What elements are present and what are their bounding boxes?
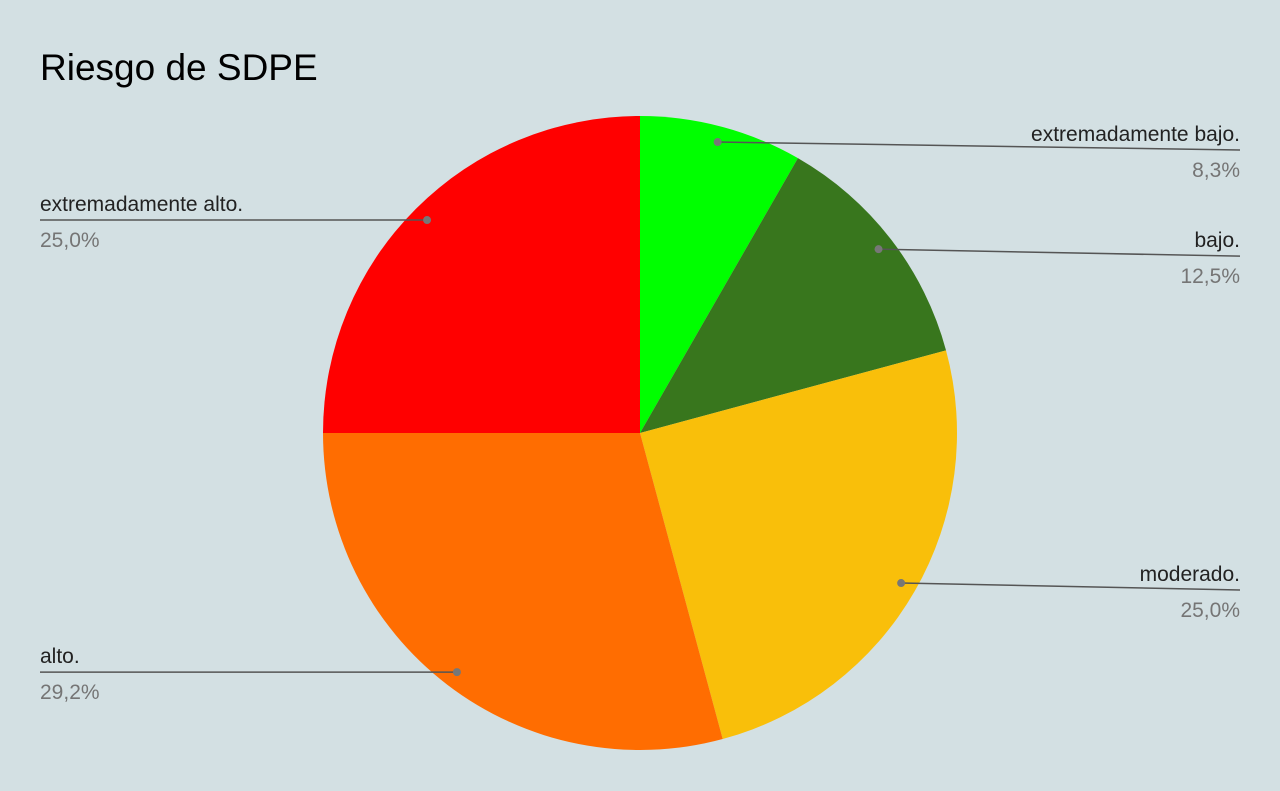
leader-line xyxy=(717,141,1241,151)
slice-label: alto. xyxy=(40,645,80,668)
slice-label: extremadamente bajo. xyxy=(1031,123,1240,146)
pie-slice xyxy=(640,350,958,740)
slice-label: moderado. xyxy=(1140,563,1240,586)
slice-value: 12,5% xyxy=(1180,265,1240,288)
slice-label: extremadamente alto. xyxy=(40,193,243,216)
leader-dot xyxy=(897,579,906,588)
slice-value: 25,0% xyxy=(40,229,100,252)
pie-slice xyxy=(640,116,798,433)
slice-label: bajo. xyxy=(1194,229,1240,252)
slice-value: 29,2% xyxy=(40,681,100,704)
leader-line xyxy=(878,248,1241,257)
leader-dot xyxy=(874,245,883,254)
slice-value: 8,3% xyxy=(1192,159,1240,182)
leader-dot xyxy=(423,216,432,225)
leader-line xyxy=(901,582,1241,591)
pie-slice xyxy=(323,433,723,751)
leader-dot xyxy=(452,668,461,677)
leader-dot xyxy=(713,138,722,147)
pie-slice xyxy=(640,158,947,433)
slice-value: 25,0% xyxy=(1180,599,1240,622)
chart-title: Riesgo de SDPE xyxy=(40,47,318,88)
pie-slice xyxy=(323,116,640,433)
